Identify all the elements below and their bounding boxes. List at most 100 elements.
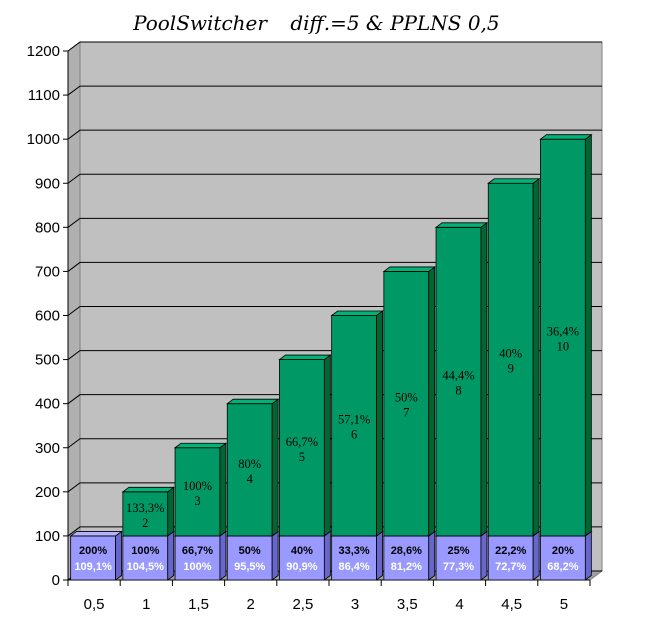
bar-green-side xyxy=(323,354,331,537)
x-tick-label: 5 xyxy=(560,596,568,613)
bars: 200%109,1%133,3%2100%104,5%100%366,7%100… xyxy=(69,133,593,581)
bar-label-bottom-line1: 33,3% xyxy=(338,545,369,557)
bar-label-top-line1: 57,1% xyxy=(338,413,370,427)
bar-label-bottom-line2: 86,4% xyxy=(338,561,369,573)
bar-label-top-line2: 7 xyxy=(403,406,409,420)
bar-blue-side xyxy=(376,530,383,581)
bar-blue-front xyxy=(540,535,586,581)
bar-label-top-line1: 36,4% xyxy=(547,325,579,339)
bar-label-top-line1: 50% xyxy=(395,391,418,405)
bar-green-top xyxy=(173,442,228,449)
bar-label-bottom-line1: 20% xyxy=(552,545,574,557)
bar-green-side xyxy=(532,177,540,537)
x-tick-label: 2 xyxy=(247,596,255,613)
y-tick-label: 200 xyxy=(35,484,60,501)
bar-green xyxy=(382,266,436,537)
bar-blue-side xyxy=(167,530,175,581)
bar-green xyxy=(278,354,332,537)
x-tick-label: 4 xyxy=(455,596,463,613)
gridline-700 xyxy=(67,261,602,272)
gridline-1100 xyxy=(67,85,602,96)
bar-label-bottom-line2: 104,5% xyxy=(127,561,165,573)
bar-green-side xyxy=(167,486,175,537)
bar-label-bottom-line1: 100% xyxy=(131,545,159,557)
bar-label-top-line2: 3 xyxy=(194,494,200,508)
bar-label-top-line2: 6 xyxy=(351,428,357,442)
bar-green-front xyxy=(435,226,482,537)
bar-label-top-line1: 133,3% xyxy=(126,501,165,515)
y-tick-label: 300 xyxy=(35,440,60,457)
bar-label-top-line1: 40% xyxy=(499,347,522,361)
bar-label-bottom-line1: 66,7% xyxy=(182,545,213,557)
bar-label-bottom-line1: 28,6% xyxy=(391,545,422,557)
x-tick-label: 0,5 xyxy=(84,596,105,613)
bar-green-front xyxy=(174,447,221,537)
y-tick-label: 100 xyxy=(35,528,60,545)
bar-label-bottom-line2: 77,3% xyxy=(443,561,474,573)
bar-green xyxy=(539,133,593,537)
bar-green-side xyxy=(376,310,383,537)
x-tick-label: 2,5 xyxy=(292,596,313,613)
bar-label-top-line1: 100% xyxy=(183,479,212,493)
y-tick-label: 1100 xyxy=(28,87,60,104)
gridline-1000 xyxy=(67,129,602,140)
gridline-800 xyxy=(67,217,602,228)
bar-blue-side xyxy=(480,530,488,581)
bar-label-bottom-line2: 100% xyxy=(183,561,211,573)
bar-label-top-line1: 44,4% xyxy=(442,369,474,383)
bar-label-bottom-line2: 68,2% xyxy=(547,561,578,573)
bar-blue-top xyxy=(69,531,123,537)
bar-label-bottom-line1: 25% xyxy=(447,545,469,557)
x-tick-label: 1 xyxy=(142,596,150,613)
bar-label-bottom-line2: 81,2% xyxy=(391,561,422,573)
bar-label-top-line2: 2 xyxy=(142,516,148,530)
y-tick-label: 400 xyxy=(35,396,60,413)
bar-green-top xyxy=(226,398,280,405)
y-tick-label: 700 xyxy=(35,263,60,280)
bar-blue-side xyxy=(532,530,540,581)
bar-green-front xyxy=(540,138,586,537)
bar-label-bottom-line2: 109,1% xyxy=(74,561,112,573)
gridline-1200 xyxy=(67,41,602,52)
bar-blue-front xyxy=(174,535,221,581)
bar-blue-side xyxy=(428,530,436,581)
y-tick-label: 800 xyxy=(35,219,60,236)
bar-label-top-line2: 9 xyxy=(508,362,514,376)
x-tick-label: 4,5 xyxy=(501,596,522,613)
bar-label-bottom-line2: 90,9% xyxy=(286,561,317,573)
bar-green-top xyxy=(330,310,384,316)
bar-blue-front xyxy=(487,535,534,581)
x-axis-labels: 0,5 1 1,5 2 2,5 3 3,5 4 4,5 5 xyxy=(84,596,568,613)
bar-label-top-line2: 5 xyxy=(299,450,305,464)
bar-blue-side xyxy=(115,530,122,581)
bar-green xyxy=(173,442,228,537)
y-tick-label: 900 xyxy=(35,175,60,192)
bar-label-bottom-line1: 50% xyxy=(239,545,261,557)
bar-blue-front xyxy=(435,535,482,581)
bar-blue-front xyxy=(226,535,273,581)
bar-green-side xyxy=(428,266,436,537)
y-tick-label: 500 xyxy=(35,352,60,369)
chart-title-left: PoolSwitcher xyxy=(132,11,268,35)
bar-blue-front xyxy=(122,535,169,581)
bar-label-bottom-line1: 40% xyxy=(291,545,313,557)
bar-green-top xyxy=(278,354,332,360)
y-tick-label: 1200 xyxy=(27,43,60,60)
y-tick-label: 0 xyxy=(52,572,60,589)
bar-label-top-line2: 4 xyxy=(247,472,254,486)
bar-blue-front xyxy=(70,535,116,581)
bar-blue-front xyxy=(279,535,325,581)
bar-green-top xyxy=(539,134,593,140)
bar-green xyxy=(330,310,384,537)
x-tick-label: 3,5 xyxy=(397,596,418,613)
bar-green-top xyxy=(382,266,436,272)
bar-green-side xyxy=(271,398,279,537)
bar-label-bottom-line2: 95,5% xyxy=(234,561,265,573)
bar-label-bottom-line1: 200% xyxy=(79,545,107,557)
bar-green xyxy=(434,222,489,537)
bar-green xyxy=(121,486,175,537)
bar-label-top-line1: 80% xyxy=(238,457,261,471)
bar-label-top-line1: 66,7% xyxy=(286,435,318,449)
bar-blue-side xyxy=(219,530,227,581)
